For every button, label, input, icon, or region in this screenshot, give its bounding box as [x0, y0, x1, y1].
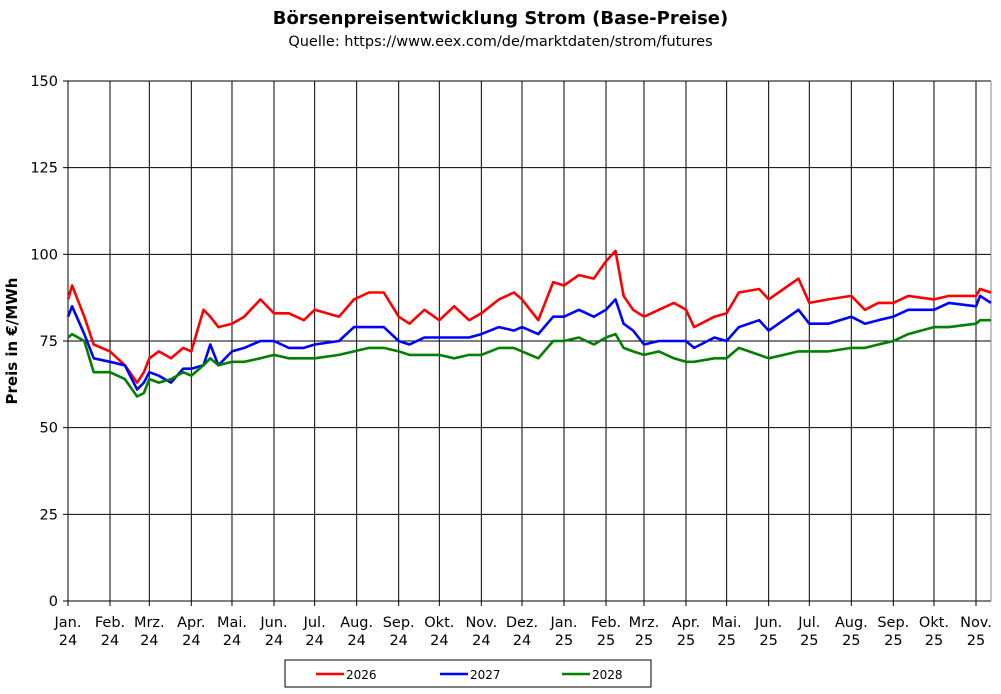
x-tick-label: Jun. [259, 615, 287, 631]
x-tick-label: Okt. [424, 615, 454, 631]
y-tick-label: 100 [30, 247, 58, 263]
x-tick-label: Jul. [303, 615, 326, 631]
x-tick-label: Jun. [754, 615, 782, 631]
x-tick-label: 24 [305, 633, 323, 649]
x-tick-label: Okt. [919, 615, 949, 631]
x-tick-label: 24 [182, 633, 200, 649]
y-tick-label: 0 [49, 594, 58, 610]
x-tick-label: 25 [925, 633, 943, 649]
x-tick-label: Mrz. [629, 615, 660, 631]
x-tick-label: Feb. [591, 615, 621, 631]
series-line-2028 [67, 318, 991, 398]
x-tick-label: Sep. [877, 615, 909, 631]
series-line-2027 [66, 294, 992, 391]
x-tick-label: 24 [430, 633, 448, 649]
x-tick-label: Feb. [95, 615, 125, 631]
x-tick-label: 24 [472, 633, 490, 649]
chart-subtitle: Quelle: https://www.eex.com/de/marktdate… [288, 34, 713, 50]
x-tick-label: 25 [635, 633, 653, 649]
x-tick-label: Dez. [506, 615, 538, 631]
x-tick-label: 24 [101, 633, 119, 649]
x-tick-label: 25 [759, 633, 777, 649]
x-tick-label: 24 [265, 633, 283, 649]
chart-title: Börsenpreisentwicklung Strom (Base-Preis… [272, 8, 729, 29]
x-tick-label: 25 [800, 633, 818, 649]
x-tick-label: Jul. [797, 615, 820, 631]
series-line-2026 [66, 249, 992, 384]
x-tick-label: Mrz. [134, 615, 165, 631]
legend-label-2027: 2027 [470, 668, 501, 682]
x-tick-label: Apr. [177, 615, 205, 631]
x-tick-label: Aug. [340, 615, 373, 631]
y-tick-label: 125 [30, 161, 58, 177]
legend-label-2028: 2028 [592, 668, 623, 682]
x-tick-label: Mai. [712, 615, 742, 631]
x-tick-label: 24 [389, 633, 407, 649]
y-tick-label: 150 [30, 74, 58, 90]
x-tick-label: 25 [677, 633, 695, 649]
x-tick-label: 25 [555, 633, 573, 649]
y-tick-label: 25 [40, 507, 58, 523]
x-tick-label: 25 [597, 633, 615, 649]
x-tick-label: 24 [223, 633, 241, 649]
x-tick-label: 25 [842, 633, 860, 649]
y-axis-label: Preis in €/MWh [3, 278, 21, 405]
y-tick-label: 50 [40, 421, 58, 437]
legend-label-2026: 2026 [346, 668, 377, 682]
x-tick-label: Nov. [960, 615, 992, 631]
x-tick-label: 24 [59, 633, 77, 649]
x-tick-label: Jan. [550, 615, 578, 631]
x-tick-label: 24 [513, 633, 531, 649]
y-tick-label: 75 [40, 334, 58, 350]
x-tick-label: Apr. [672, 615, 700, 631]
x-tick-label: 24 [140, 633, 158, 649]
x-tick-label: Jan. [54, 615, 82, 631]
x-tick-label: Nov. [465, 615, 497, 631]
x-tick-label: Aug. [835, 615, 868, 631]
x-tick-label: 25 [884, 633, 902, 649]
x-tick-label: Sep. [383, 615, 415, 631]
x-tick-label: Mai. [217, 615, 247, 631]
x-tick-label: 25 [967, 633, 985, 649]
x-tick-label: 25 [717, 633, 735, 649]
x-tick-label: 24 [347, 633, 365, 649]
